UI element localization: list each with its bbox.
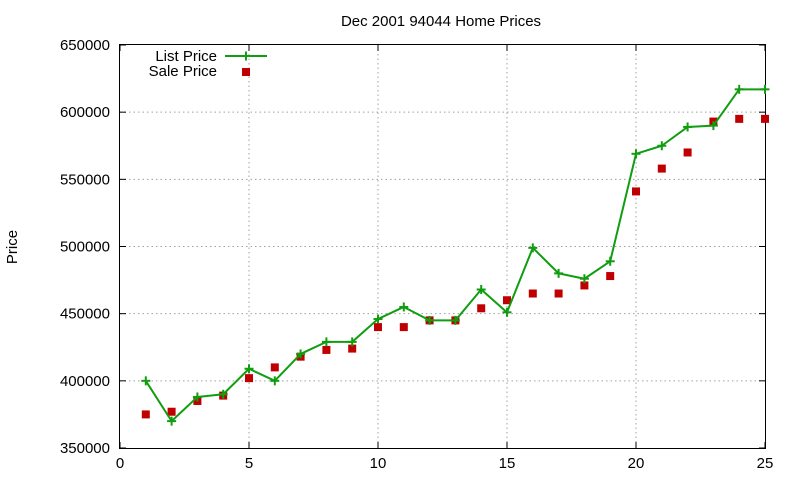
x-tick-label: 15 <box>499 455 516 472</box>
list-price-point <box>425 315 435 325</box>
legend-marker-list-price <box>241 51 251 61</box>
list-price-point <box>708 121 718 131</box>
sale-price-point <box>477 304 486 313</box>
list-price-point <box>734 84 744 94</box>
list-price-point <box>605 256 615 266</box>
sale-price-point <box>399 323 408 332</box>
list-price-point <box>476 284 486 294</box>
list-price-point <box>296 349 306 359</box>
y-tick-label: 600000 <box>60 104 110 121</box>
sale-price-point <box>683 148 692 157</box>
x-tick-label: 10 <box>370 455 387 472</box>
list-price-point <box>579 274 589 284</box>
sale-price-point <box>735 114 744 123</box>
sale-price-point <box>348 344 357 353</box>
list-price-point <box>373 314 383 324</box>
legend-label-sale-price: Sale Price <box>149 63 217 80</box>
y-tick-label: 500000 <box>60 239 110 256</box>
list-price-line <box>144 88 765 423</box>
list-price-point <box>683 122 693 132</box>
tick-layer: 0 5 10 15 20 25 350000 400000 450000 500000 550000… <box>60 37 773 472</box>
sale-price-point <box>322 345 331 354</box>
series-layer <box>141 84 770 426</box>
plot-frame <box>119 44 766 449</box>
legend-label-list-price: List Price <box>155 48 217 65</box>
sale-price-point <box>167 407 176 416</box>
x-tick-label: 25 <box>757 455 774 472</box>
list-price-point <box>141 376 151 386</box>
sale-price-point <box>606 272 615 281</box>
list-price-point <box>270 376 280 386</box>
list-price-point <box>218 389 228 399</box>
list-price-point <box>244 364 254 374</box>
grid-layer <box>120 45 765 448</box>
list-price-point <box>528 243 538 253</box>
x-tick-label: 5 <box>245 455 253 472</box>
sale-price-point <box>580 281 589 290</box>
sale-price-point <box>761 114 769 123</box>
legend-swatch-sale-price <box>242 68 250 76</box>
list-price-point <box>347 337 357 347</box>
sale-price-point <box>374 323 382 332</box>
sale-price-point <box>554 289 563 298</box>
y-axis-label: Price <box>4 230 21 264</box>
list-price-point <box>631 149 641 159</box>
list-price-point <box>657 141 667 151</box>
sale-price-point <box>141 410 150 419</box>
list-price-point <box>554 268 564 278</box>
list-price-point <box>167 416 177 426</box>
x-tick-label: 0 <box>116 455 124 472</box>
y-tick-label: 450000 <box>60 306 110 323</box>
y-tick-label: 650000 <box>60 37 110 54</box>
sale-price-point <box>503 296 511 305</box>
sale-price-point <box>270 363 279 372</box>
sale-price-point <box>245 374 253 383</box>
y-tick-label: 550000 <box>60 171 110 188</box>
list-price-point <box>399 302 409 312</box>
sale-price-point <box>632 187 640 196</box>
x-tick-label: 20 <box>628 455 645 472</box>
sale-price-point <box>657 164 666 173</box>
list-price-point <box>450 315 460 325</box>
y-tick-label: 350000 <box>60 440 110 457</box>
list-price-point <box>760 84 770 94</box>
chart-title: Dec 2001 94044 Home Prices <box>341 13 541 30</box>
list-price-point <box>192 392 202 402</box>
y-tick-label: 400000 <box>60 373 110 390</box>
list-price-point <box>321 337 331 347</box>
sale-price-point <box>528 289 537 298</box>
list-price-point <box>502 307 512 317</box>
